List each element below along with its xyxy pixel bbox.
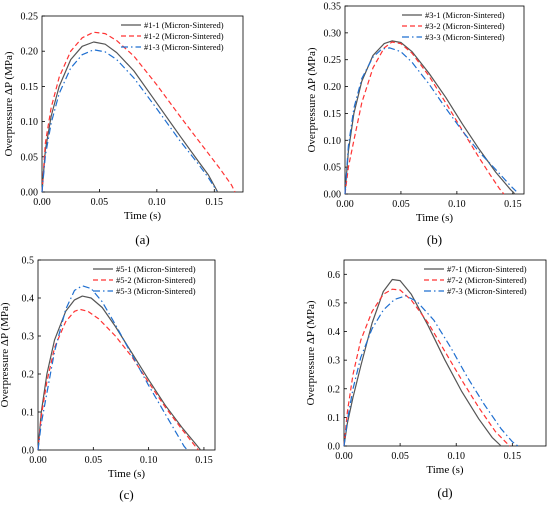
y-tick-label: 0.1 <box>22 408 35 419</box>
x-axis-label: Time (s) <box>426 464 464 476</box>
series-line <box>344 40 516 195</box>
legend: #5-1 (Micron-Sintered)#5-2 (Micron-Sinte… <box>93 264 196 296</box>
plot-frame <box>344 5 525 195</box>
legend-label: #7-2 (Micron-Sintered) <box>447 275 527 285</box>
plot-frame <box>343 259 547 447</box>
x-tick-label: 0.00 <box>33 197 51 208</box>
x-tick-label: 0.00 <box>29 455 47 466</box>
series-line <box>41 41 219 193</box>
y-tick-label: 0.35 <box>324 2 342 13</box>
legend: #1-1 (Micron-Sintered)#1-2 (Micron-Sinte… <box>121 20 224 52</box>
legend-label: #5-2 (Micron-Sintered) <box>116 275 196 285</box>
x-tick-label: 0.05 <box>91 197 109 208</box>
series-line <box>344 47 517 195</box>
plot-frame <box>37 259 216 451</box>
y-tick-label: 0.3 <box>22 332 35 343</box>
x-tick-label: 0.10 <box>448 199 466 210</box>
y-axis-label: Overpressure ΔP (MPa) <box>306 47 318 152</box>
y-tick-label: 0.25 <box>21 12 39 23</box>
y-tick-label: 0.20 <box>21 47 39 58</box>
series-line <box>37 308 199 451</box>
y-tick-label: 0.00 <box>21 188 39 199</box>
legend-label: #7-1 (Micron-Sintered) <box>447 264 527 274</box>
x-tick-label: 0.10 <box>148 197 166 208</box>
series-line <box>41 31 236 193</box>
y-tick-label: 0.1 <box>328 413 341 424</box>
legend-label: #7-3 (Micron-Sintered) <box>447 286 527 296</box>
plot-frame <box>41 15 244 193</box>
series-line <box>37 285 188 451</box>
legend-label: #1-1 (Micron-Sintered) <box>144 20 224 30</box>
y-tick-label: 0.05 <box>21 152 39 163</box>
legend: #3-1 (Micron-Sintered)#3-2 (Micron-Sinte… <box>402 10 505 42</box>
y-axis-label: Overpressure ΔP (MPa) <box>3 51 15 156</box>
y-tick-label: 0.10 <box>21 117 39 128</box>
series-line <box>41 49 218 193</box>
series-line <box>343 288 511 447</box>
x-tick-label: 0.00 <box>335 451 353 462</box>
y-tick-label: 0.30 <box>324 28 342 39</box>
panel-label: (b) <box>427 232 442 247</box>
legend-label: #3-3 (Micron-Sintered) <box>425 32 505 42</box>
y-tick-label: 0.2 <box>22 370 35 381</box>
legend-label: #3-2 (Micron-Sintered) <box>425 21 505 31</box>
x-axis-label: Time (s) <box>416 212 454 224</box>
y-axis-label: Overpressure ΔP (MPa) <box>305 300 317 405</box>
y-tick-label: 0.0 <box>328 442 341 453</box>
y-tick-label: 0.6 <box>328 270 341 281</box>
x-tick-label: 0.00 <box>336 199 354 210</box>
x-tick-label: 0.15 <box>195 455 213 466</box>
panel-label: (a) <box>135 232 149 247</box>
x-axis-label: Time (s) <box>124 210 162 222</box>
x-axis-label: Time (s) <box>108 468 146 480</box>
y-tick-label: 0.4 <box>22 294 35 305</box>
x-tick-label: 0.15 <box>504 451 522 462</box>
y-tick-label: 0.15 <box>21 82 39 93</box>
y-tick-label: 0.25 <box>324 55 342 66</box>
legend-label: #5-3 (Micron-Sintered) <box>116 286 196 296</box>
x-tick-label: 0.15 <box>504 199 522 210</box>
y-tick-label: 0.05 <box>324 163 342 174</box>
legend-label: #1-3 (Micron-Sintered) <box>144 42 224 52</box>
legend: #7-1 (Micron-Sintered)#7-2 (Micron-Sinte… <box>424 264 527 296</box>
y-tick-label: 0.00 <box>324 190 342 201</box>
chart-panel: 0.00 0.05 0.10 0.15 0.00 0.05 0.10 0.15 0.20 0.25… <box>3 12 244 247</box>
x-tick-label: 0.05 <box>85 455 103 466</box>
y-tick-label: 0.3 <box>328 356 341 367</box>
legend-label: #1-2 (Micron-Sintered) <box>144 31 224 41</box>
legend-label: #3-1 (Micron-Sintered) <box>425 10 505 20</box>
series-line <box>343 295 519 447</box>
y-tick-label: 0.15 <box>324 109 342 120</box>
series-line <box>343 278 502 447</box>
panel-label: (d) <box>437 485 452 500</box>
y-tick-label: 0.5 <box>22 256 35 267</box>
chart-panel: 0.00 0.05 0.10 0.15 0.00 0.05 0.10 0.15 0.20 0.25… <box>306 2 525 247</box>
y-tick-label: 0.10 <box>324 136 342 147</box>
y-tick-label: 0.2 <box>328 384 341 395</box>
y-tick-label: 0.20 <box>324 82 342 93</box>
series-line <box>344 41 505 195</box>
x-tick-label: 0.05 <box>391 451 409 462</box>
y-tick-label: 0.0 <box>22 446 35 457</box>
x-tick-label: 0.15 <box>206 197 224 208</box>
chart-panel: 0.00 0.05 0.10 0.15 0.0 0.1 0.2 0.3 0.4 0.5 Time (… <box>0 256 216 502</box>
x-tick-label: 0.10 <box>447 451 465 462</box>
series-line <box>37 295 202 451</box>
y-tick-label: 0.5 <box>328 298 341 309</box>
y-tick-label: 0.4 <box>328 327 341 338</box>
chart-panel: 0.00 0.05 0.10 0.15 0.0 0.1 0.2 0.3 0.4 0.5 0.6 Tim… <box>305 259 547 500</box>
legend-label: #5-1 (Micron-Sintered) <box>116 264 196 274</box>
y-axis-label: Overpressure ΔP (MPa) <box>0 302 11 407</box>
panel-label: (c) <box>119 487 133 502</box>
x-tick-label: 0.10 <box>140 455 158 466</box>
x-tick-label: 0.05 <box>392 199 410 210</box>
